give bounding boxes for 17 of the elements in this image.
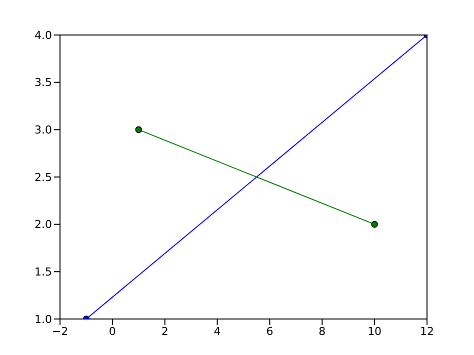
x-tick-label: 8 (318, 324, 326, 338)
y-tick-label: 4.0 (34, 28, 52, 42)
point (135, 126, 142, 134)
x-tick-label: 2 (161, 324, 168, 338)
x-tick-label: 0 (108, 324, 116, 338)
y-tick-label: 2.5 (34, 170, 52, 184)
y-tick-label: 3.5 (34, 76, 52, 90)
y-tick-label: 3.0 (34, 124, 52, 137)
y-tick-label: 2.0 (34, 218, 52, 232)
x-tick-label: 12 (420, 324, 434, 338)
y-tick-label: 1.0 (34, 312, 52, 326)
x-tick-label: 10 (368, 324, 382, 338)
point (371, 220, 378, 228)
x-tick-label: 4 (214, 324, 221, 338)
x-tick-label: −2 (52, 324, 68, 338)
x-tick-label: 6 (266, 324, 274, 338)
y-tick-label: 1.5 (34, 266, 52, 279)
